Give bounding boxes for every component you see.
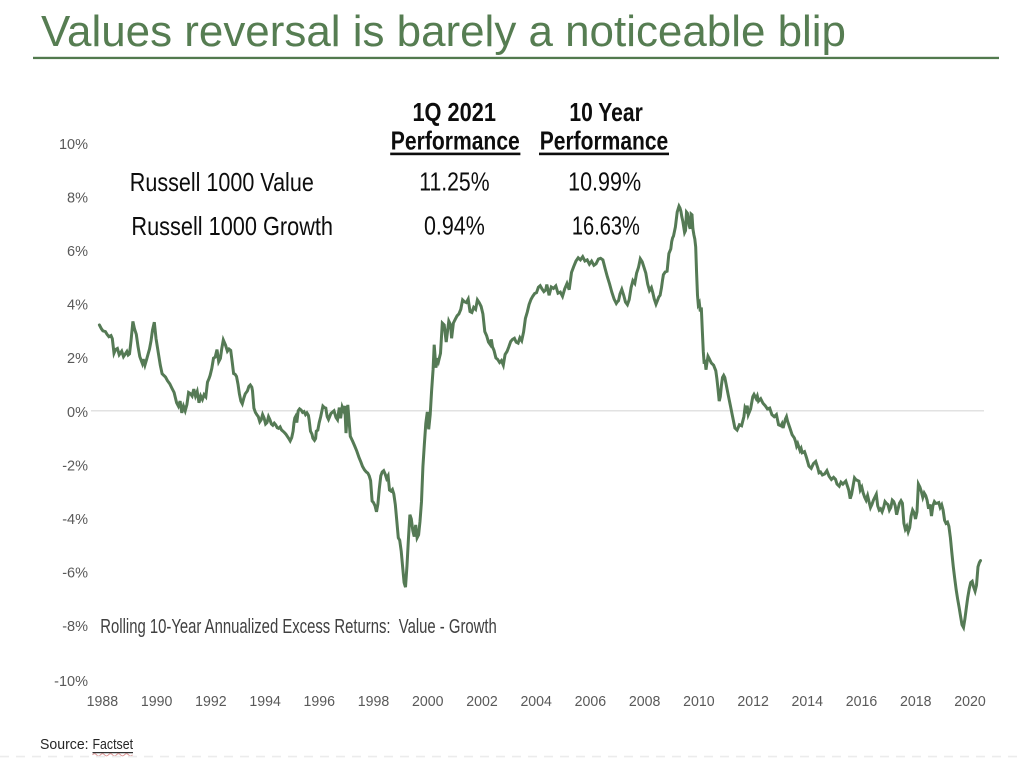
svg-text:16.63%: 16.63% — [572, 211, 640, 241]
svg-text:2010: 2010 — [683, 694, 715, 710]
svg-text:2018: 2018 — [900, 694, 932, 710]
svg-text:10%: 10% — [59, 137, 88, 153]
svg-text:Source: Factset: Source: Factset — [40, 736, 134, 753]
svg-text:2012: 2012 — [737, 694, 769, 710]
svg-text:Values reversal is barely a no: Values reversal is barely a noticeable b… — [41, 7, 846, 56]
svg-text:2002: 2002 — [466, 694, 498, 710]
svg-text:6%: 6% — [67, 244, 88, 260]
svg-text:2020: 2020 — [954, 694, 986, 710]
svg-text:1998: 1998 — [358, 694, 390, 710]
svg-text:1992: 1992 — [195, 694, 227, 710]
svg-text:2008: 2008 — [629, 694, 661, 710]
svg-text:1Q 2021: 1Q 2021 — [412, 97, 496, 127]
svg-text:2016: 2016 — [846, 694, 878, 710]
svg-text:1990: 1990 — [141, 694, 173, 710]
svg-text:2014: 2014 — [792, 694, 824, 710]
svg-text:1994: 1994 — [249, 694, 281, 710]
svg-text:Rolling 10-Year Annualized Exc: Rolling 10-Year Annualized Excess Return… — [100, 615, 497, 638]
svg-text:2004: 2004 — [520, 694, 552, 710]
svg-text:-4%: -4% — [62, 512, 88, 528]
svg-text:0%: 0% — [67, 405, 88, 421]
svg-text:0.94%: 0.94% — [424, 211, 485, 241]
svg-text:8%: 8% — [67, 190, 88, 206]
svg-text:-2%: -2% — [62, 458, 88, 474]
svg-text:-6%: -6% — [62, 566, 88, 582]
svg-text:2000: 2000 — [412, 694, 444, 710]
svg-text:1988: 1988 — [87, 694, 119, 710]
svg-text:-8%: -8% — [62, 619, 88, 635]
svg-text:11.25%: 11.25% — [419, 167, 489, 197]
svg-text:2006: 2006 — [575, 694, 607, 710]
svg-text:2%: 2% — [67, 351, 88, 367]
svg-text:Performance: Performance — [391, 126, 520, 156]
svg-text:10 Year: 10 Year — [569, 97, 642, 127]
svg-text:Russell 1000 Growth: Russell 1000 Growth — [131, 211, 333, 241]
svg-text:-10%: -10% — [54, 674, 88, 690]
svg-text:1996: 1996 — [304, 694, 336, 710]
svg-text:Russell 1000 Value: Russell 1000 Value — [130, 167, 314, 197]
svg-text:Performance: Performance — [540, 126, 669, 156]
svg-text:10.99%: 10.99% — [568, 167, 641, 197]
svg-text:4%: 4% — [67, 298, 88, 314]
